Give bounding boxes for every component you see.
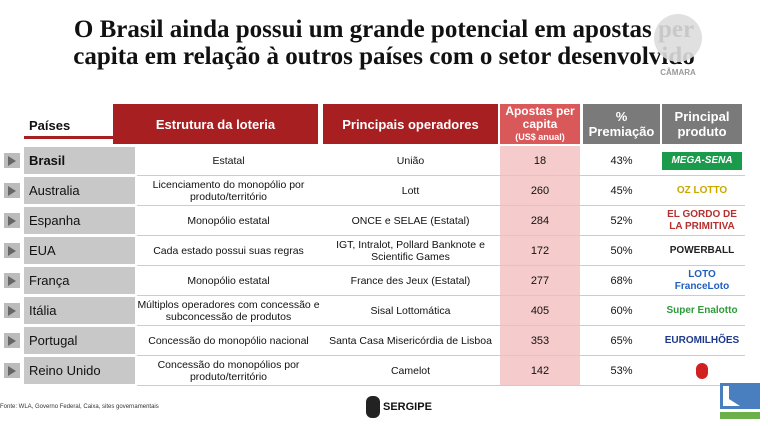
product-logo: Super Enalotto (666, 305, 738, 316)
table-row: Australia Licenciamento do monopólio por… (0, 176, 745, 206)
product-logo (662, 356, 742, 386)
operadores-cell: Sisal Lottomática (370, 305, 451, 317)
apostas-cell: 172 (530, 245, 550, 257)
row-divider (137, 325, 745, 326)
row-divider (137, 355, 745, 356)
operadores-cell: IGT, Intralot, Pollard Banknote e Scient… (336, 239, 485, 263)
estrutura-cell: Monopólio estatal (187, 215, 270, 227)
table-row: Reino Unido Concessão do monopólios por … (0, 356, 745, 386)
table-row: Brasil Estatal União 18 43% MEGA-SENA (0, 146, 745, 176)
play-arrow-icon[interactable] (4, 363, 20, 378)
table-row: Espanha Monopólio estatal ONCE e SELAE (… (0, 206, 745, 236)
apostas-cell: 353 (530, 335, 550, 347)
country-cell: França (24, 267, 135, 294)
product-logo: LOTO FranceLoto (674, 269, 730, 292)
country-cell: EUA (24, 237, 135, 264)
camelot-mascot-icon (696, 363, 708, 379)
apostas-cell: 260 (530, 185, 550, 197)
premiacao-cell: 43% (610, 155, 633, 167)
estrutura-cell: Estatal (212, 155, 245, 167)
camara-watermark: CÂMARA (650, 12, 706, 77)
apostas-cell: 18 (533, 155, 547, 167)
slide-title: O Brasil ainda possui um grande potencia… (73, 16, 695, 70)
operadores-cell: ONCE e SELAE (Estatal) (351, 215, 470, 227)
product-logo: POWERBALL (669, 245, 735, 256)
estrutura-cell: Cada estado possui suas regras (153, 245, 304, 257)
header-operadores: Principais operadores (323, 104, 498, 144)
apostas-cell: 142 (530, 365, 550, 377)
product-logo: OZ LOTTO (676, 185, 728, 196)
table-row: França Monopólio estatal France des Jeux… (0, 266, 745, 296)
table-row: Portugal Concessão do monopólio nacional… (0, 326, 745, 356)
premiacao-cell: 50% (610, 245, 633, 257)
country-cell: Australia (24, 177, 135, 204)
country-cell: Itália (24, 297, 135, 324)
row-divider (137, 205, 745, 206)
header-premiacao: % Premiação (583, 104, 660, 144)
sergipe-logo: SERGIPE (366, 396, 432, 418)
apostas-cell: 277 (530, 275, 550, 287)
premiacao-cell: 60% (610, 305, 633, 317)
header-estrutura: Estrutura da loteria (113, 104, 318, 144)
estrutura-cell: Licenciamento do monopólio por produto/t… (152, 179, 305, 203)
table-row: EUA Cada estado possui suas regras IGT, … (0, 236, 745, 266)
operadores-cell: Santa Casa Misericórdia de Lisboa (329, 335, 492, 347)
play-arrow-icon[interactable] (4, 243, 20, 258)
country-cell: Reino Unido (24, 357, 135, 384)
product-logo: MEGA-SENA (662, 152, 742, 170)
estrutura-cell: Múltiplos operadores com concessão e sub… (137, 299, 320, 323)
premiacao-cell: 45% (610, 185, 633, 197)
apostas-cell: 284 (530, 215, 550, 227)
play-arrow-icon[interactable] (4, 273, 20, 288)
estrutura-cell: Concessão do monopólios por produto/terr… (157, 359, 300, 383)
operadores-cell: Camelot (390, 365, 431, 377)
product-logo: EL GORDO DE LA PRIMITIVA (667, 209, 737, 232)
row-divider (137, 295, 745, 296)
premiacao-cell: 65% (610, 335, 633, 347)
country-cell: Portugal (24, 327, 135, 354)
estrutura-cell: Monopólio estatal (187, 275, 270, 287)
premiacao-cell: 68% (610, 275, 633, 287)
row-divider (137, 175, 745, 176)
operadores-cell: União (396, 155, 425, 167)
apostas-column-highlight (500, 146, 580, 386)
premiacao-cell: 52% (610, 215, 633, 227)
country-cell: Espanha (24, 207, 135, 234)
header-produto: Principal produto (662, 104, 742, 144)
row-divider (137, 265, 745, 266)
header-apostas: Apostas per capita (US$ anual) (500, 104, 580, 144)
table-row: Itália Múltiplos operadores com concessã… (0, 296, 745, 326)
play-arrow-icon[interactable] (4, 333, 20, 348)
play-arrow-icon[interactable] (4, 303, 20, 318)
play-arrow-icon[interactable] (4, 183, 20, 198)
product-logo: EUROMILHÕES (664, 335, 740, 346)
header-paises: Países (24, 118, 134, 139)
play-arrow-icon[interactable] (4, 213, 20, 228)
country-cell: Brasil (24, 147, 135, 174)
operadores-cell: France des Jeux (Estatal) (350, 275, 471, 287)
corner-logo-icon (720, 383, 760, 419)
apostas-cell: 405 (530, 305, 550, 317)
premiacao-cell: 53% (610, 365, 633, 377)
row-divider (137, 385, 745, 386)
estrutura-cell: Concessão do monopólio nacional (148, 335, 309, 347)
play-arrow-icon[interactable] (4, 153, 20, 168)
source-note: Fonte: WLA, Governo Federal, Caixa, site… (0, 404, 159, 410)
row-divider (137, 235, 745, 236)
operadores-cell: Lott (401, 185, 420, 197)
